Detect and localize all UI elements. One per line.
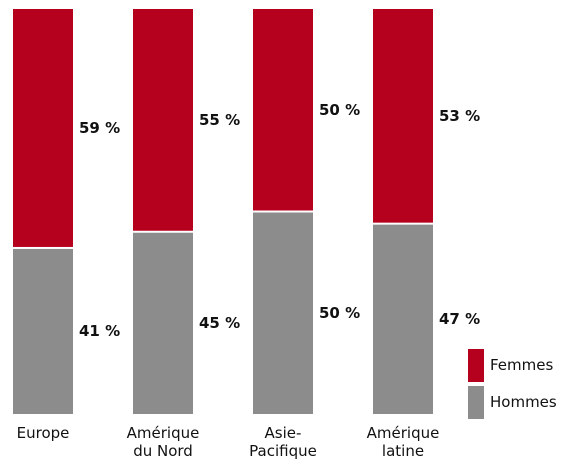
legend-label: Femmes bbox=[490, 356, 554, 374]
legend-swatch bbox=[468, 386, 484, 419]
bar-segment bbox=[253, 212, 313, 414]
bar-segment bbox=[13, 9, 73, 247]
value-label: 55 % bbox=[199, 111, 241, 130]
bar-segment bbox=[373, 9, 433, 223]
value-label: 41 % bbox=[79, 321, 121, 340]
bar-segment bbox=[373, 224, 433, 414]
value-label: 53 % bbox=[439, 107, 481, 126]
value-label: 45 % bbox=[199, 313, 241, 332]
x-tick-label: Asie-Pacifique bbox=[249, 424, 317, 460]
bar-segment bbox=[13, 248, 73, 414]
x-tick-label: Amérique latine bbox=[366, 424, 440, 460]
value-label: 50 % bbox=[319, 101, 361, 120]
bar-segment bbox=[253, 9, 313, 211]
value-label: 59 % bbox=[79, 119, 121, 138]
x-tick-label: Europe bbox=[16, 424, 70, 442]
legend-label: Hommes bbox=[490, 393, 557, 411]
legend-swatch bbox=[468, 349, 484, 382]
value-label: 47 % bbox=[439, 309, 481, 328]
bar-segment bbox=[133, 9, 193, 231]
bar-segment bbox=[133, 232, 193, 414]
value-label: 50 % bbox=[319, 303, 361, 322]
x-tick-label: Amérique du Nord bbox=[126, 424, 200, 460]
